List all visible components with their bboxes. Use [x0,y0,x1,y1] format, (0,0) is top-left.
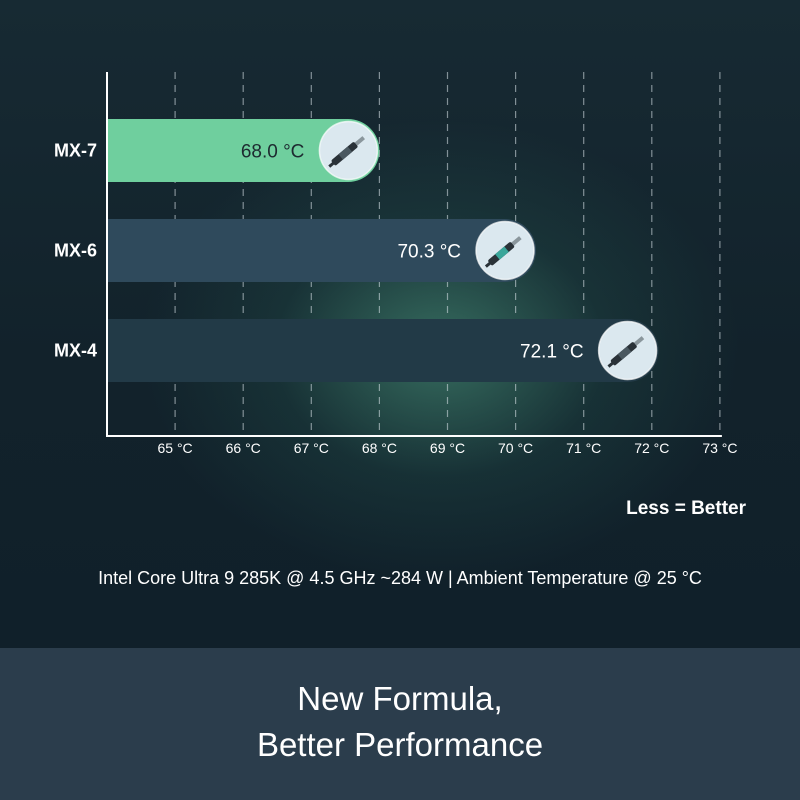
bar-group: 68.0 °C MX-7 [54,119,380,182]
headline-line-1: New Formula, [297,680,503,717]
bar [107,319,659,382]
temperature-bar-chart: 68.0 °C MX-7 70.3 °C MX-6 72.1 °C MX-4 65 °C 66… [54,72,737,456]
category-label: MX-4 [54,341,97,361]
chart-panel: 68.0 °C MX-7 70.3 °C MX-6 72.1 °C MX-4 65 °C 66… [0,0,800,648]
x-tick-label: 68 °C [362,440,397,456]
x-tick-label: 71 °C [566,440,601,456]
x-tick-label: 67 °C [294,440,329,456]
bar-group: 72.1 °C MX-4 [54,319,659,382]
x-tick-label: 72 °C [634,440,669,456]
thermal-paste-syringe-icon [484,236,522,268]
x-tick-label: 66 °C [226,440,261,456]
x-tick-label: 70 °C [498,440,533,456]
bar-group: 70.3 °C MX-6 [54,219,537,282]
footer-banner [0,648,800,800]
bar [107,219,537,282]
value-label: 68.0 °C [241,142,305,163]
x-tick-label: 65 °C [158,440,193,456]
x-tick-label: 73 °C [702,440,737,456]
category-label: MX-6 [54,241,97,261]
x-tick-label: 69 °C [430,440,465,456]
headline-line-2: Better Performance [256,726,544,763]
less-is-better-note: Less = Better [626,498,746,519]
thermal-paste-syringe-icon [607,336,645,368]
test-conditions-caption: Intel Core Ultra 9 285K @ 4.5 GHz ~284 W… [98,568,702,588]
value-label: 72.1 °C [520,342,584,363]
bar [107,119,380,182]
value-label: 70.3 °C [397,242,461,263]
thermal-paste-syringe-icon [328,136,366,168]
headline: New Formula, Better Performance [0,676,800,768]
category-label: MX-7 [54,141,97,161]
